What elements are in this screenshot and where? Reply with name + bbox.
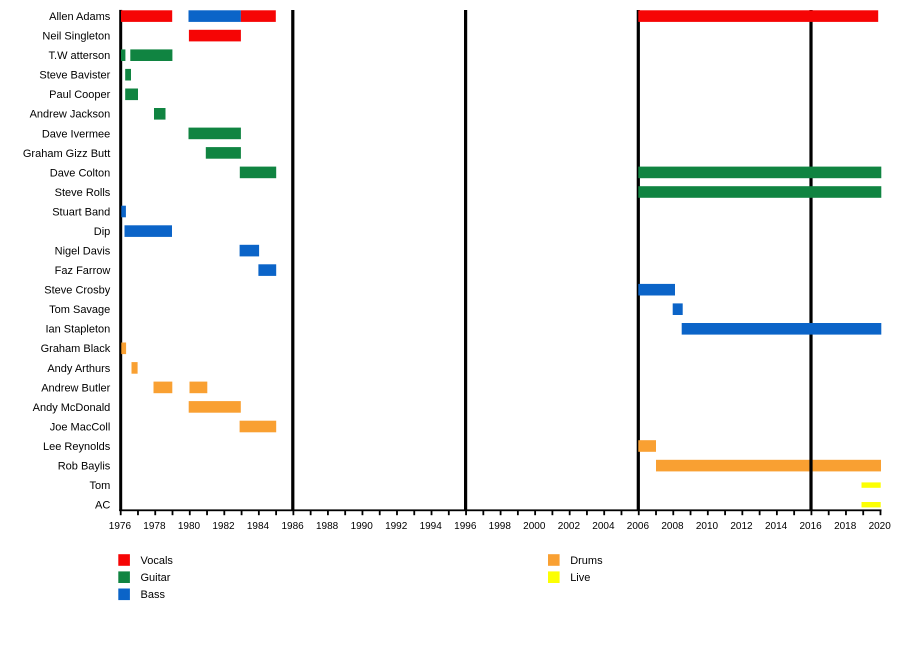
svg-text:Joe MacColl: Joe MacColl [50,421,111,433]
svg-text:2000: 2000 [523,521,546,532]
svg-text:Andy Arthurs: Andy Arthurs [47,363,110,375]
svg-text:Allen Adams: Allen Adams [49,11,111,23]
svg-text:2006: 2006 [627,521,650,532]
svg-text:Lee Reynolds: Lee Reynolds [43,441,111,453]
svg-text:1994: 1994 [420,521,443,532]
svg-text:Steve Bavister: Steve Bavister [39,70,110,82]
svg-text:1988: 1988 [316,521,339,532]
svg-text:2012: 2012 [730,521,753,532]
svg-text:2004: 2004 [592,521,615,532]
svg-text:Guitar: Guitar [141,572,171,584]
svg-text:1986: 1986 [281,521,304,532]
svg-text:AC: AC [95,500,110,512]
svg-text:2016: 2016 [799,521,822,532]
svg-text:Graham Black: Graham Black [41,343,111,355]
svg-text:Andrew Jackson: Andrew Jackson [30,109,111,121]
svg-text:Tom: Tom [90,480,111,492]
svg-text:T.W atterson: T.W atterson [49,50,111,62]
svg-text:1980: 1980 [178,521,201,532]
svg-text:Rob Baylis: Rob Baylis [58,461,111,473]
svg-text:1992: 1992 [385,521,408,532]
svg-text:Bass: Bass [141,589,166,601]
svg-text:Paul Cooper: Paul Cooper [49,89,110,101]
svg-text:1984: 1984 [247,521,270,532]
svg-text:1976: 1976 [109,521,132,532]
svg-text:Ian Stapleton: Ian Stapleton [45,324,110,336]
svg-text:2014: 2014 [765,521,788,532]
svg-text:Steve Rolls: Steve Rolls [55,187,111,199]
svg-text:2008: 2008 [661,521,684,532]
svg-text:Nigel Davis: Nigel Davis [55,246,111,258]
svg-text:Steve Crosby: Steve Crosby [44,285,111,297]
svg-text:1982: 1982 [212,521,235,532]
svg-text:2020: 2020 [869,521,892,532]
svg-text:Dip: Dip [94,226,111,238]
svg-text:1996: 1996 [454,521,477,532]
svg-text:Tom Savage: Tom Savage [49,304,110,316]
svg-text:Drums: Drums [570,555,603,567]
svg-text:Faz Farrow: Faz Farrow [55,265,111,277]
svg-text:2018: 2018 [834,521,857,532]
svg-text:Andy McDonald: Andy McDonald [33,402,111,414]
svg-text:Neil Singleton: Neil Singleton [42,31,110,43]
svg-text:Graham Gizz Butt: Graham Gizz Butt [23,148,110,160]
svg-text:2002: 2002 [558,521,581,532]
svg-text:Andrew Butler: Andrew Butler [41,382,110,394]
svg-text:1998: 1998 [489,521,512,532]
svg-text:1978: 1978 [143,521,166,532]
svg-text:Dave Ivermee: Dave Ivermee [42,128,110,140]
svg-text:Live: Live [570,572,590,584]
svg-text:Dave Colton: Dave Colton [50,167,111,179]
svg-text:1990: 1990 [351,521,374,532]
svg-text:2010: 2010 [696,521,719,532]
svg-text:Stuart Band: Stuart Band [52,206,110,218]
svg-text:Vocals: Vocals [141,555,174,567]
